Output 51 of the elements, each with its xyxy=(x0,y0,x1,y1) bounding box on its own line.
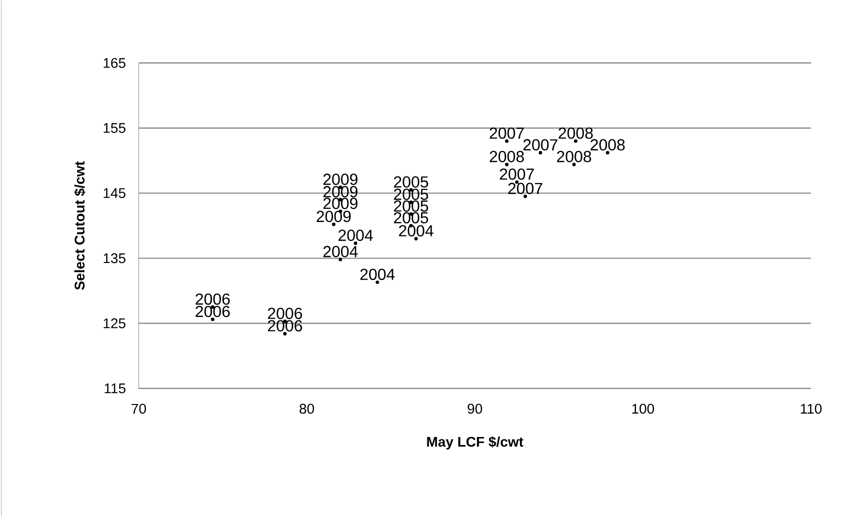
text: 2008 xyxy=(490,151,524,162)
y-tick-label: 155 xyxy=(104,123,126,134)
series-label: 2007 xyxy=(500,168,534,180)
series-label: 2008 xyxy=(558,128,593,139)
text: 2008 xyxy=(557,151,592,162)
point xyxy=(505,139,509,143)
text: 2007 xyxy=(523,139,558,151)
point xyxy=(354,242,358,246)
text: 2004 xyxy=(399,225,434,237)
y-tick-label: 115 xyxy=(104,384,126,394)
point xyxy=(414,237,418,241)
point xyxy=(332,222,336,226)
text: 2006 xyxy=(268,308,302,320)
x-tick-label: 100 xyxy=(632,404,654,414)
series-label: 2004 xyxy=(323,246,358,258)
x-tick-label: 70 xyxy=(132,404,146,414)
text: 2006 xyxy=(196,306,230,318)
text: 2008 xyxy=(590,139,625,151)
point xyxy=(376,280,380,284)
x-tick-label: 110 xyxy=(800,404,822,414)
point xyxy=(572,162,576,166)
text: 2004 xyxy=(360,268,395,280)
y-tick-label: 145 xyxy=(104,188,126,198)
point xyxy=(338,258,342,262)
point xyxy=(283,332,287,336)
text: 2005 xyxy=(394,200,428,212)
point xyxy=(574,139,578,143)
y-axis-title: Select Cutout $/cwt xyxy=(74,161,86,290)
series-label: 2006 xyxy=(268,320,302,332)
text: 2004 xyxy=(338,230,373,242)
text: 2005 xyxy=(394,176,428,188)
x-axis-title: May LCF $/cwt xyxy=(427,436,524,450)
text: 2005 xyxy=(394,188,428,200)
text: 2007 xyxy=(490,128,524,139)
text: 2007 xyxy=(508,182,542,194)
point xyxy=(210,318,214,322)
point xyxy=(524,194,528,198)
y-tick-label: 135 xyxy=(104,253,126,264)
series-label: 2005 xyxy=(394,212,428,224)
x-tick-label: 90 xyxy=(468,404,482,414)
point xyxy=(538,151,542,155)
y-tick-label: 165 xyxy=(104,58,126,68)
series-label: 2009 xyxy=(323,198,358,210)
text: 2006 xyxy=(196,294,230,305)
point xyxy=(606,151,610,155)
text: 2009 xyxy=(316,210,351,222)
point xyxy=(505,162,509,166)
x-tick-label: 80 xyxy=(300,404,314,414)
text: 2009 xyxy=(323,186,358,198)
y-tick-label: 125 xyxy=(104,318,126,328)
text: 2009 xyxy=(323,174,358,186)
